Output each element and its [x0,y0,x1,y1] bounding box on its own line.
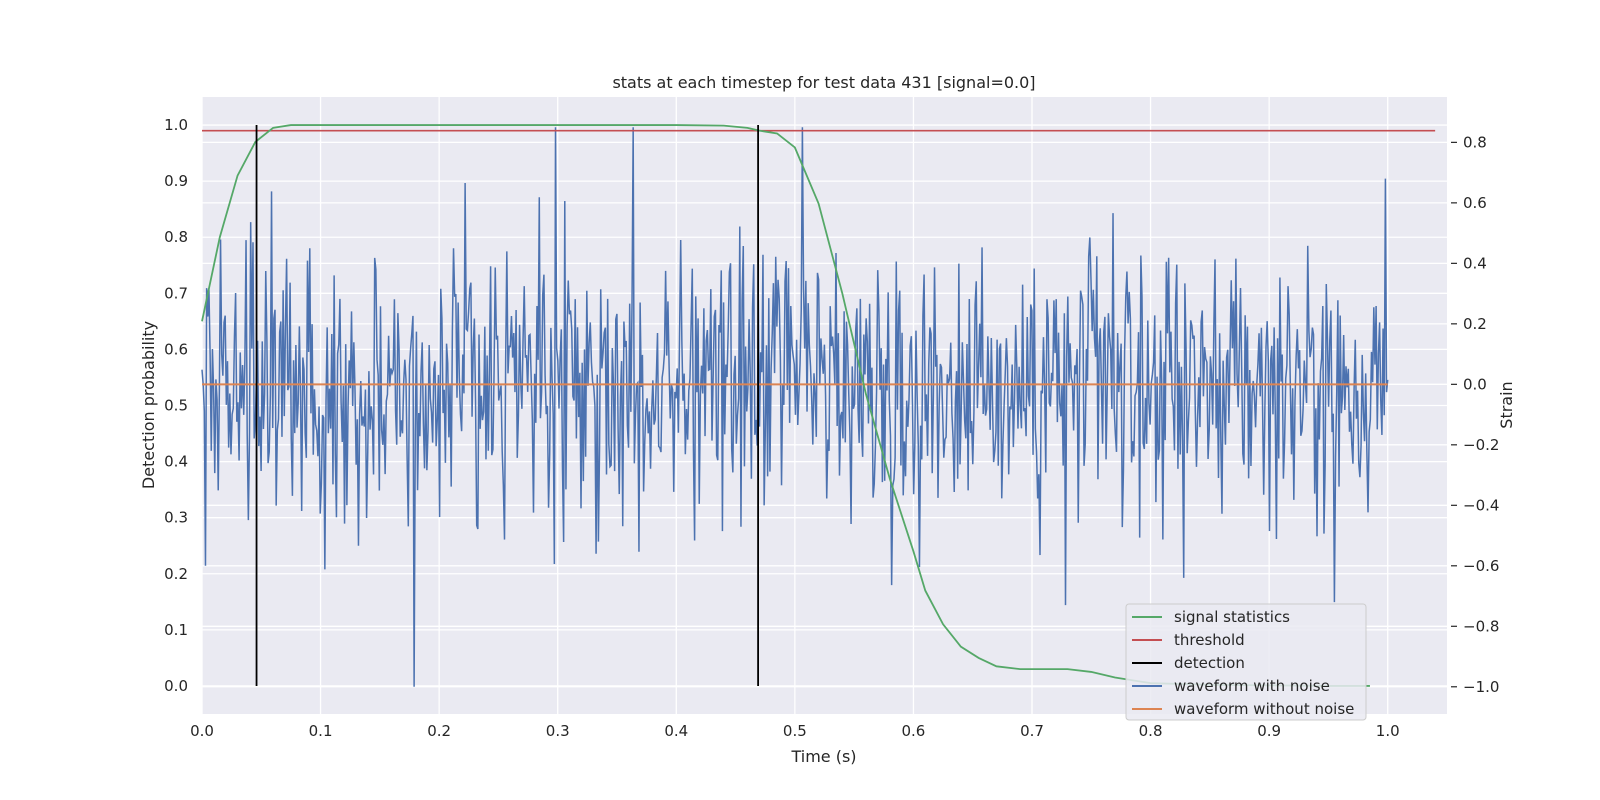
y-right-tick-label: −0.4 [1463,496,1499,514]
x-tick-label: 0.2 [427,722,451,740]
y-left-tick-label: 0.6 [164,340,188,358]
y-right-tick-label: −1.0 [1463,678,1499,696]
x-tick-label: 0.6 [901,722,925,740]
legend: signal statistics threshold detection wa… [1125,603,1367,721]
y-right-axis-label: Strain [1497,381,1516,428]
x-tick-label: 0.9 [1257,722,1281,740]
x-tick-label: 0.3 [546,722,570,740]
legend-label-signal-statistics: signal statistics [1174,608,1290,626]
signal-statistics-line [201,124,1370,687]
legend-label-waveform-with-noise: waveform with noise [1174,677,1330,695]
ticks-group: 0.0 0.1 0.2 0.3 0.4 0.5 0.6 0.7 0.8 0.9 1.0 0.0 0.1 0… [164,116,1499,740]
y-left-tick-label: 0.8 [164,228,188,246]
y-left-tick-label: 1.0 [164,116,188,134]
legend-box [1125,603,1367,721]
x-tick-label: 0.4 [664,722,688,740]
x-tick-label: 0.5 [783,722,807,740]
y-right-tick-label: −0.2 [1463,436,1499,454]
legend-label-threshold: threshold [1174,631,1245,649]
y-right-tick-label: 0.4 [1463,254,1487,272]
y-right-tick-label: −0.6 [1463,557,1499,575]
chart-title: stats at each timestep for test data 431… [612,73,1035,92]
y-left-tick-label: 0.1 [164,621,188,639]
legend-label-detection: detection [1174,654,1245,672]
y-right-tick-label: 0.8 [1463,133,1487,151]
y-left-axis-label: Detection probability [139,321,158,489]
y-left-tick-label: 0.0 [164,677,188,695]
y-left-tick-label: 0.4 [164,453,188,471]
x-tick-label: 0.0 [190,722,214,740]
x-tick-label: 0.1 [309,722,333,740]
x-tick-label: 0.8 [1139,722,1163,740]
y-left-tick-label: 0.9 [164,172,188,190]
x-axis-label: Time (s) [790,747,856,766]
legend-label-waveform-without-noise: waveform without noise [1174,700,1354,718]
y-right-tick-label: −0.8 [1463,617,1499,635]
y-right-tick-label: 0.2 [1463,315,1487,333]
y-left-tick-label: 0.5 [164,397,188,415]
y-left-tick-label: 0.3 [164,509,188,527]
series-group [201,124,1436,687]
y-right-tick-label: 0.0 [1463,375,1487,393]
waveform-with-noise-line [201,127,1389,687]
x-tick-label: 1.0 [1376,722,1400,740]
y-right-tick-label: 0.6 [1463,194,1487,212]
y-left-tick-label: 0.2 [164,565,188,583]
x-tick-label: 0.7 [1020,722,1044,740]
y-left-tick-label: 0.7 [164,284,188,302]
